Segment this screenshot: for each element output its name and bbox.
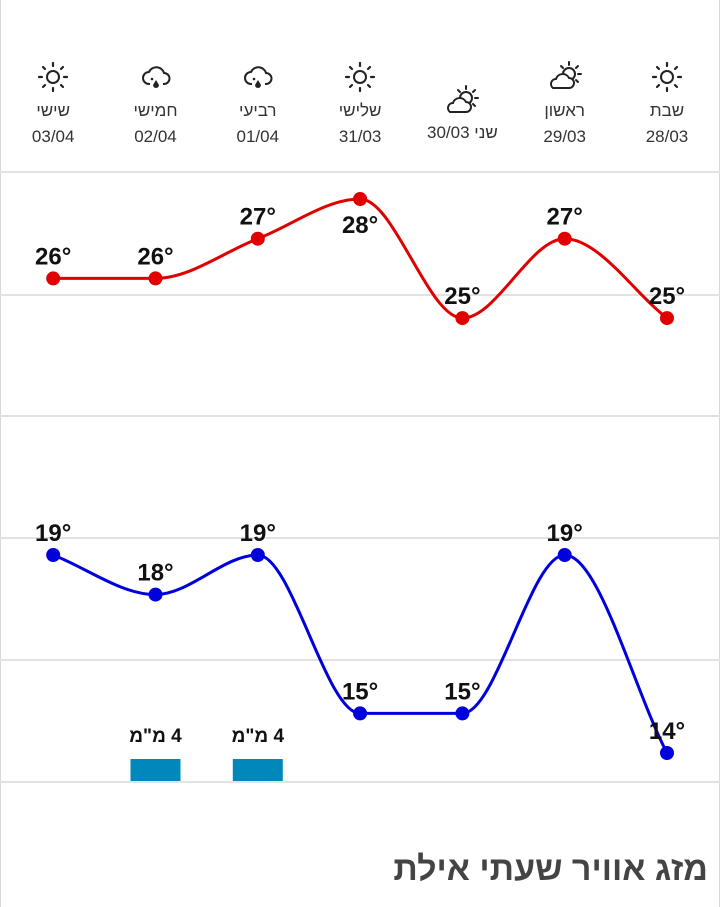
- low-temp-label: 19°: [35, 520, 71, 547]
- high-temp-label: 26°: [35, 243, 71, 270]
- low-temp-label: 15°: [342, 678, 378, 705]
- day-name: שני: [474, 123, 498, 142]
- day-name: שבת: [649, 101, 685, 120]
- day-date: 31/03: [338, 127, 382, 146]
- day-date: 30/03: [427, 123, 470, 142]
- precipitation-bar: [232, 759, 283, 781]
- day-column: שני 30/03: [412, 60, 512, 144]
- day-column: חמישי 02/04: [106, 60, 206, 148]
- precipitation-label: 4 מ"מ: [232, 726, 285, 747]
- sun-icon: [310, 60, 410, 94]
- high-temp-point: [148, 271, 163, 286]
- low-temp-point: [250, 548, 265, 562]
- precipitation-label: 4 מ"מ: [129, 726, 182, 747]
- partly-cloudy-icon: [515, 60, 615, 94]
- high-temp-point: [660, 311, 674, 326]
- day-date: 02/04: [134, 127, 177, 146]
- high-temp-label: 28°: [342, 212, 378, 239]
- high-temp-label: 25°: [444, 283, 480, 310]
- day-date: 01/04: [236, 127, 280, 146]
- day-name: שלישי: [338, 101, 382, 120]
- day-date: 28/03: [645, 127, 689, 146]
- day-column: שלישי 31/03: [310, 60, 410, 148]
- sun-icon: [3, 60, 103, 94]
- day-name: רביעי: [239, 101, 277, 120]
- day-name: שישי: [36, 101, 71, 120]
- high-temp-point: [250, 231, 265, 246]
- low-temp-point: [557, 548, 572, 562]
- high-temp-label: 27°: [547, 204, 583, 231]
- low-temp-label: 15°: [444, 678, 480, 705]
- day-name: חמישי: [133, 101, 178, 120]
- day-column: שבת 28/03: [617, 60, 717, 148]
- day-date: 29/03: [543, 127, 586, 146]
- high-temp-point: [353, 192, 368, 206]
- low-temp-point: [148, 587, 163, 602]
- partly-cloudy-icon: [412, 84, 512, 118]
- high-temp-point: [557, 231, 572, 246]
- low-temp-point: [660, 746, 674, 760]
- day-column: ראשון 29/03: [515, 60, 615, 148]
- high-temp-point: [455, 311, 470, 326]
- precipitation-bar: [130, 759, 181, 781]
- day-name: ראשון: [544, 101, 586, 120]
- low-temp-point: [46, 548, 61, 562]
- high-temp-point: [46, 271, 61, 286]
- day-date: 03/04: [31, 127, 75, 146]
- rain-cloud-icon: [208, 60, 308, 94]
- day-column: שישי 03/04: [3, 60, 103, 148]
- low-temp-label: 14°: [649, 718, 685, 745]
- sun-icon: [617, 60, 717, 94]
- low-temp-label: 19°: [547, 520, 583, 547]
- low-temp-line: [52, 553, 669, 754]
- high-temp-label: 26°: [137, 243, 173, 270]
- low-temp-label: 19°: [240, 520, 276, 547]
- high-temp-label: 27°: [240, 204, 276, 231]
- low-temp-label: 18°: [137, 560, 173, 587]
- section-title: מזג אוויר שעתי אילת: [393, 850, 708, 888]
- low-temp-point: [353, 706, 368, 721]
- rain-cloud-icon: [106, 60, 206, 94]
- low-temp-point: [455, 706, 470, 721]
- high-temp-label: 25°: [649, 283, 685, 310]
- day-column: רביעי 01/04: [208, 60, 308, 148]
